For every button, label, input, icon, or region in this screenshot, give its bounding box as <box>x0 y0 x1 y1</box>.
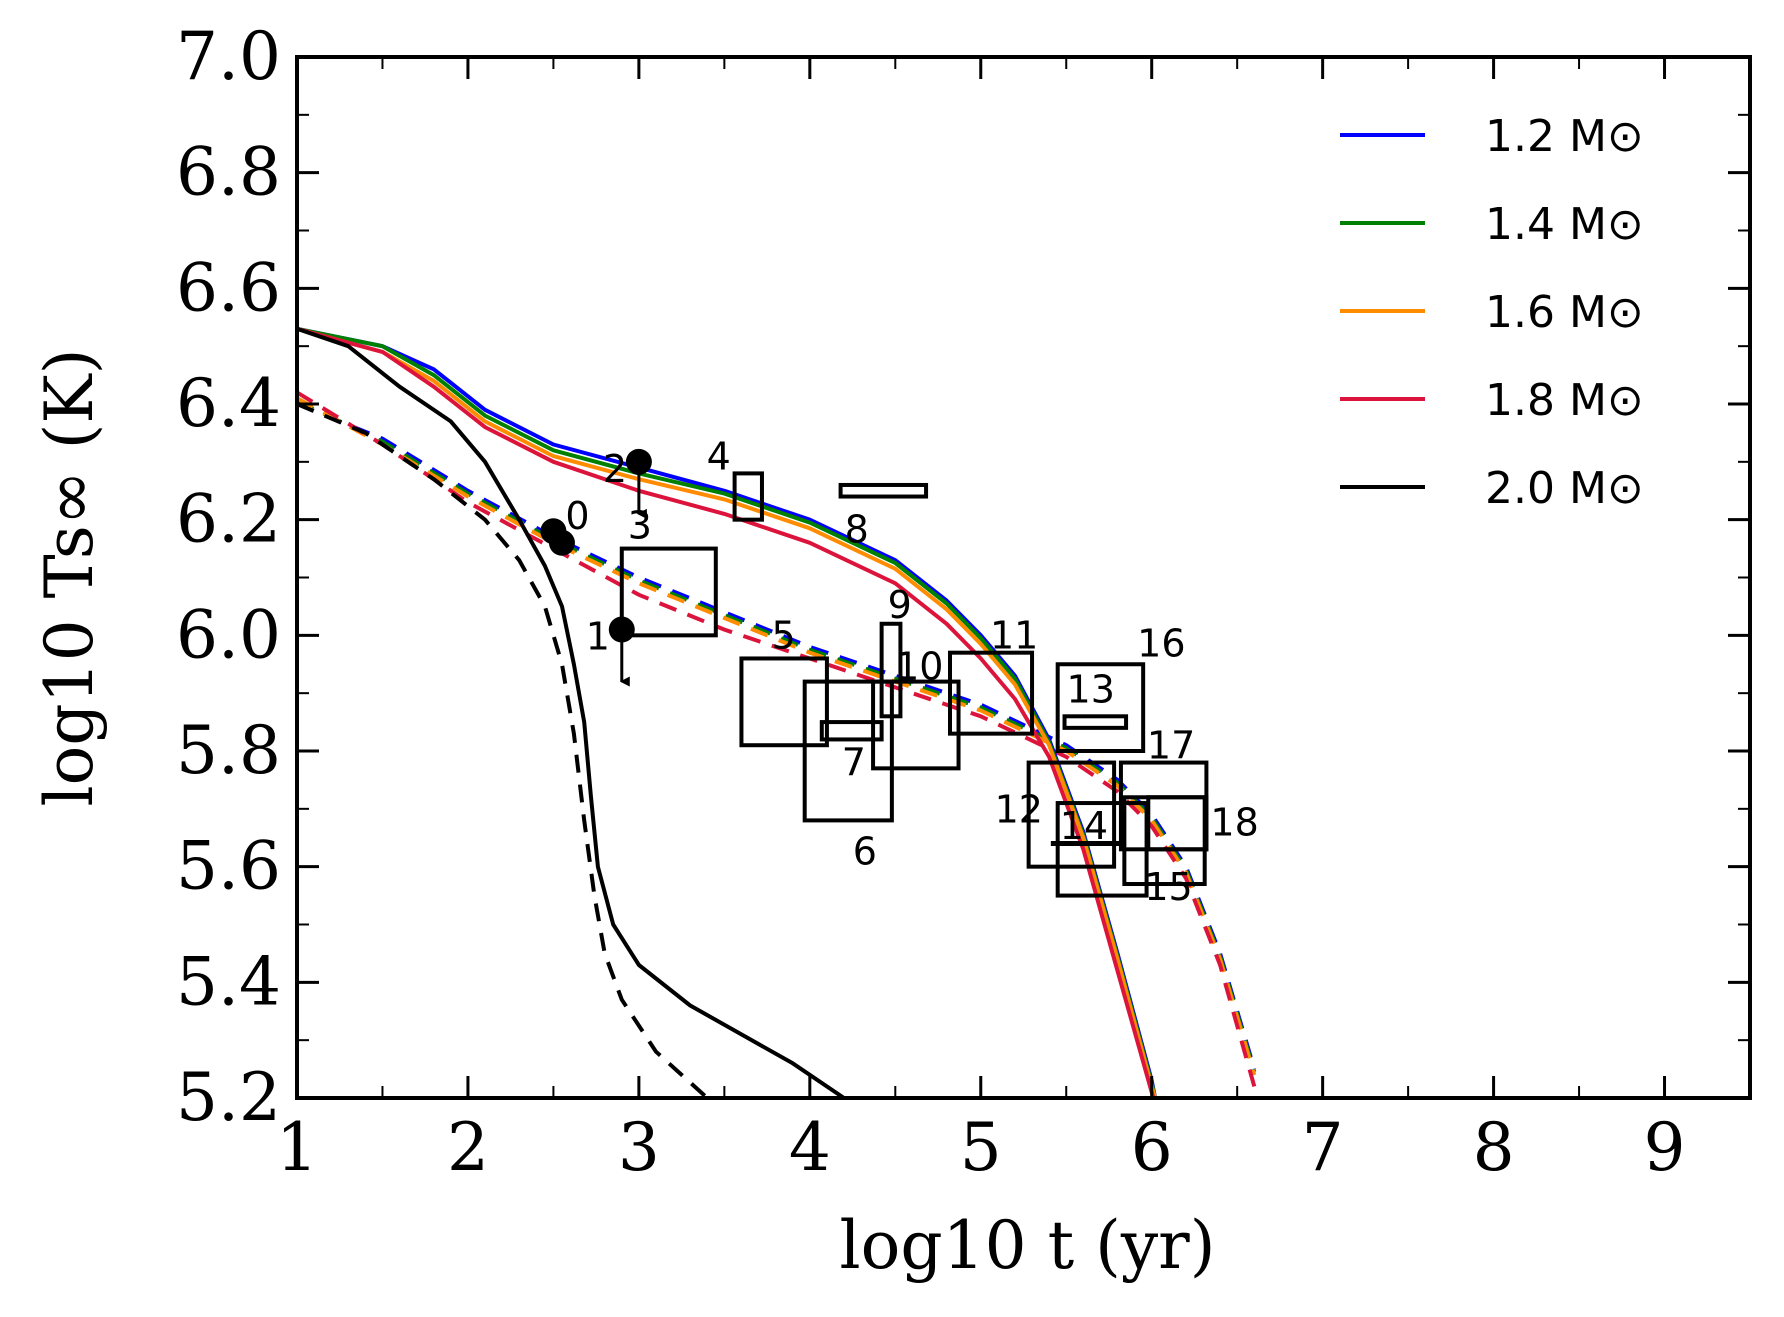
source-label-11: 11 <box>990 614 1038 658</box>
legend-label-1: 1.4 M⊙ <box>1485 199 1644 250</box>
source-label-9: 9 <box>888 583 912 627</box>
x-tick-label-3: 3 <box>618 1109 660 1186</box>
legend-label-2: 1.6 M⊙ <box>1485 287 1644 338</box>
observation-box-18 <box>1146 795 1209 852</box>
y-tick-label-5.2: 5.2 <box>176 1059 281 1136</box>
point-label-0: 0 <box>565 494 589 538</box>
source-label-10: 10 <box>895 645 943 689</box>
data-point-2 <box>625 448 652 475</box>
legend-label-4: 2.0 M⊙ <box>1485 463 1644 514</box>
series-line-2-solid <box>297 326 1158 1098</box>
y-tick-label-6.6: 6.6 <box>176 249 281 326</box>
observation-box-7 <box>819 720 884 742</box>
observation-box-5 <box>739 656 829 748</box>
observation-box-8 <box>838 482 929 499</box>
y-tick-label-6.0: 6.0 <box>176 596 281 673</box>
data-point-1 <box>548 529 575 556</box>
source-label-17: 17 <box>1147 724 1195 768</box>
legend-label-3: 1.8 M⊙ <box>1485 375 1644 426</box>
x-tick-label-6: 6 <box>1131 1109 1173 1186</box>
x-tick-label-7: 7 <box>1302 1109 1344 1186</box>
x-tick-label-4: 4 <box>789 1109 831 1186</box>
y-axis-title: log10 Ts∞ (K) <box>31 349 108 807</box>
x-tick-label-2: 2 <box>447 1109 489 1186</box>
series-line-5-dashed <box>297 402 1257 1070</box>
source-label-15: 15 <box>1144 865 1192 909</box>
y-tick-label-6.4: 6.4 <box>176 365 281 442</box>
data-point-1 <box>608 616 635 643</box>
source-label-13: 13 <box>1067 667 1115 711</box>
y-tick-label-7.0: 7.0 <box>176 18 281 95</box>
observation-box-16 <box>1055 662 1146 753</box>
observation-box-9 <box>879 621 903 719</box>
observation-box-3 <box>619 546 718 638</box>
observation-box-12 <box>1026 760 1117 869</box>
x-axis-title: log10 t (yr) <box>840 1207 1216 1284</box>
source-label-16: 16 <box>1137 621 1185 665</box>
x-tick-label-8: 8 <box>1473 1109 1515 1186</box>
source-label-4: 4 <box>707 434 731 478</box>
series-line-8-dashed <box>297 390 1257 1087</box>
series-line-3-solid <box>297 326 1156 1098</box>
observation-box-13 <box>1062 714 1129 730</box>
legend-label-0: 1.2 M⊙ <box>1485 111 1644 162</box>
source-label-8: 8 <box>845 508 869 552</box>
y-tick-label-5.8: 5.8 <box>176 712 281 789</box>
series-line-6-dashed <box>297 399 1257 1073</box>
source-label-18: 18 <box>1210 800 1258 844</box>
source-label-14: 14 <box>1060 804 1108 848</box>
y-tick-label-6.8: 6.8 <box>176 134 281 211</box>
source-label-3: 3 <box>628 504 652 548</box>
observation-box-6 <box>802 679 894 823</box>
observation-box-10 <box>871 679 961 771</box>
point-label-2: 2 <box>603 447 627 491</box>
x-tick-label-1: 1 <box>276 1109 318 1186</box>
source-label-5: 5 <box>771 613 795 657</box>
point-label-1: 1 <box>586 615 610 659</box>
series-line-7-dashed <box>297 396 1257 1076</box>
x-tick-label-5: 5 <box>960 1109 1002 1186</box>
x-tick-label-9: 9 <box>1644 1109 1686 1186</box>
observation-box-11 <box>947 650 1035 736</box>
series-line-9-dashed <box>297 402 709 1098</box>
source-label-12: 12 <box>995 788 1043 832</box>
observation-box-4 <box>732 471 764 522</box>
y-tick-label-5.6: 5.6 <box>176 828 281 905</box>
y-tick-label-6.2: 6.2 <box>176 481 281 558</box>
series-line-4-solid <box>297 326 846 1098</box>
source-label-7: 7 <box>842 740 866 784</box>
source-label-6: 6 <box>853 829 877 873</box>
y-tick-label-5.4: 5.4 <box>176 943 281 1020</box>
